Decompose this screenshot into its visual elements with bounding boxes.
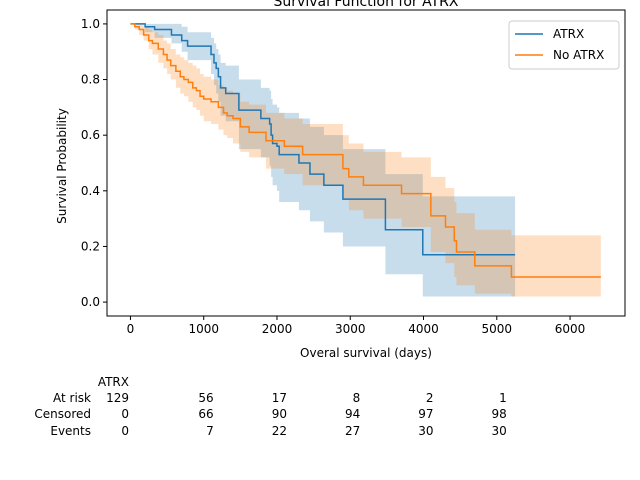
survival-line-no-atrx xyxy=(130,23,601,278)
legend: ATRX No ATRX xyxy=(508,20,620,70)
risk-table-cell: 2 xyxy=(426,391,434,405)
risk-table-cell: 8 xyxy=(353,391,361,405)
y-tick-label: 1.0 xyxy=(81,17,100,31)
x-tick-label: 3000 xyxy=(335,322,366,336)
risk-row-label: Events xyxy=(50,424,91,438)
x-axis: 0 1000 2000 3000 4000 5000 6000 xyxy=(127,316,586,336)
legend-label-no-atrx: No ATRX xyxy=(553,48,604,62)
risk-table: ATRX At risk 129 56 17 8 2 1 Censored 0 66 90 94 97 9… xyxy=(34,375,506,438)
y-tick-label: 0.6 xyxy=(81,128,100,142)
risk-table-cell: 97 xyxy=(418,407,433,421)
y-axis: 0.0 0.2 0.4 0.6 0.8 1.0 xyxy=(81,17,107,309)
y-tick-label: 0.0 xyxy=(81,295,100,309)
risk-table-cell: 0 xyxy=(121,424,129,438)
ci-band-no-atrx xyxy=(130,23,601,297)
risk-table-cell: 22 xyxy=(272,424,287,438)
plot-frame xyxy=(106,9,626,317)
risk-table-cell: 94 xyxy=(345,407,360,421)
risk-table-cell: 27 xyxy=(345,424,360,438)
y-tick-label: 0.8 xyxy=(81,73,100,87)
risk-row-label: At risk xyxy=(53,391,91,405)
risk-table-cell: 17 xyxy=(272,391,287,405)
x-tick-label: 5000 xyxy=(482,322,513,336)
x-tick-label: 1000 xyxy=(188,322,219,336)
y-tick-label: 0.4 xyxy=(81,184,100,198)
risk-table-cell: 98 xyxy=(492,407,507,421)
x-tick-label: 0 xyxy=(127,322,135,336)
chart-title: Survival Function for ATRX xyxy=(274,0,459,10)
plot-area xyxy=(130,23,601,297)
risk-table-cell: 30 xyxy=(492,424,507,438)
risk-table-cell: 0 xyxy=(121,407,129,421)
risk-table-cell: 66 xyxy=(198,407,213,421)
risk-table-group-label: ATRX xyxy=(98,375,129,389)
survival-line-atrx xyxy=(130,23,516,256)
x-tick-label: 6000 xyxy=(555,322,586,336)
x-tick-label: 2000 xyxy=(262,322,293,336)
risk-table-cell: 7 xyxy=(206,424,214,438)
ci-band-atrx xyxy=(130,23,516,297)
x-axis-label: Overal survival (days) xyxy=(300,346,432,360)
legend-box xyxy=(508,20,620,70)
risk-table-cell: 129 xyxy=(106,391,129,405)
y-axis-label: Survival Probability xyxy=(55,108,69,224)
risk-table-cell: 56 xyxy=(198,391,213,405)
legend-label-atrx: ATRX xyxy=(553,27,584,41)
y-tick-label: 0.2 xyxy=(81,239,100,253)
risk-table-cell: 90 xyxy=(272,407,287,421)
risk-table-cell: 30 xyxy=(418,424,433,438)
risk-row-label: Censored xyxy=(34,407,91,421)
risk-table-cell: 1 xyxy=(499,391,507,405)
x-tick-label: 4000 xyxy=(408,322,439,336)
